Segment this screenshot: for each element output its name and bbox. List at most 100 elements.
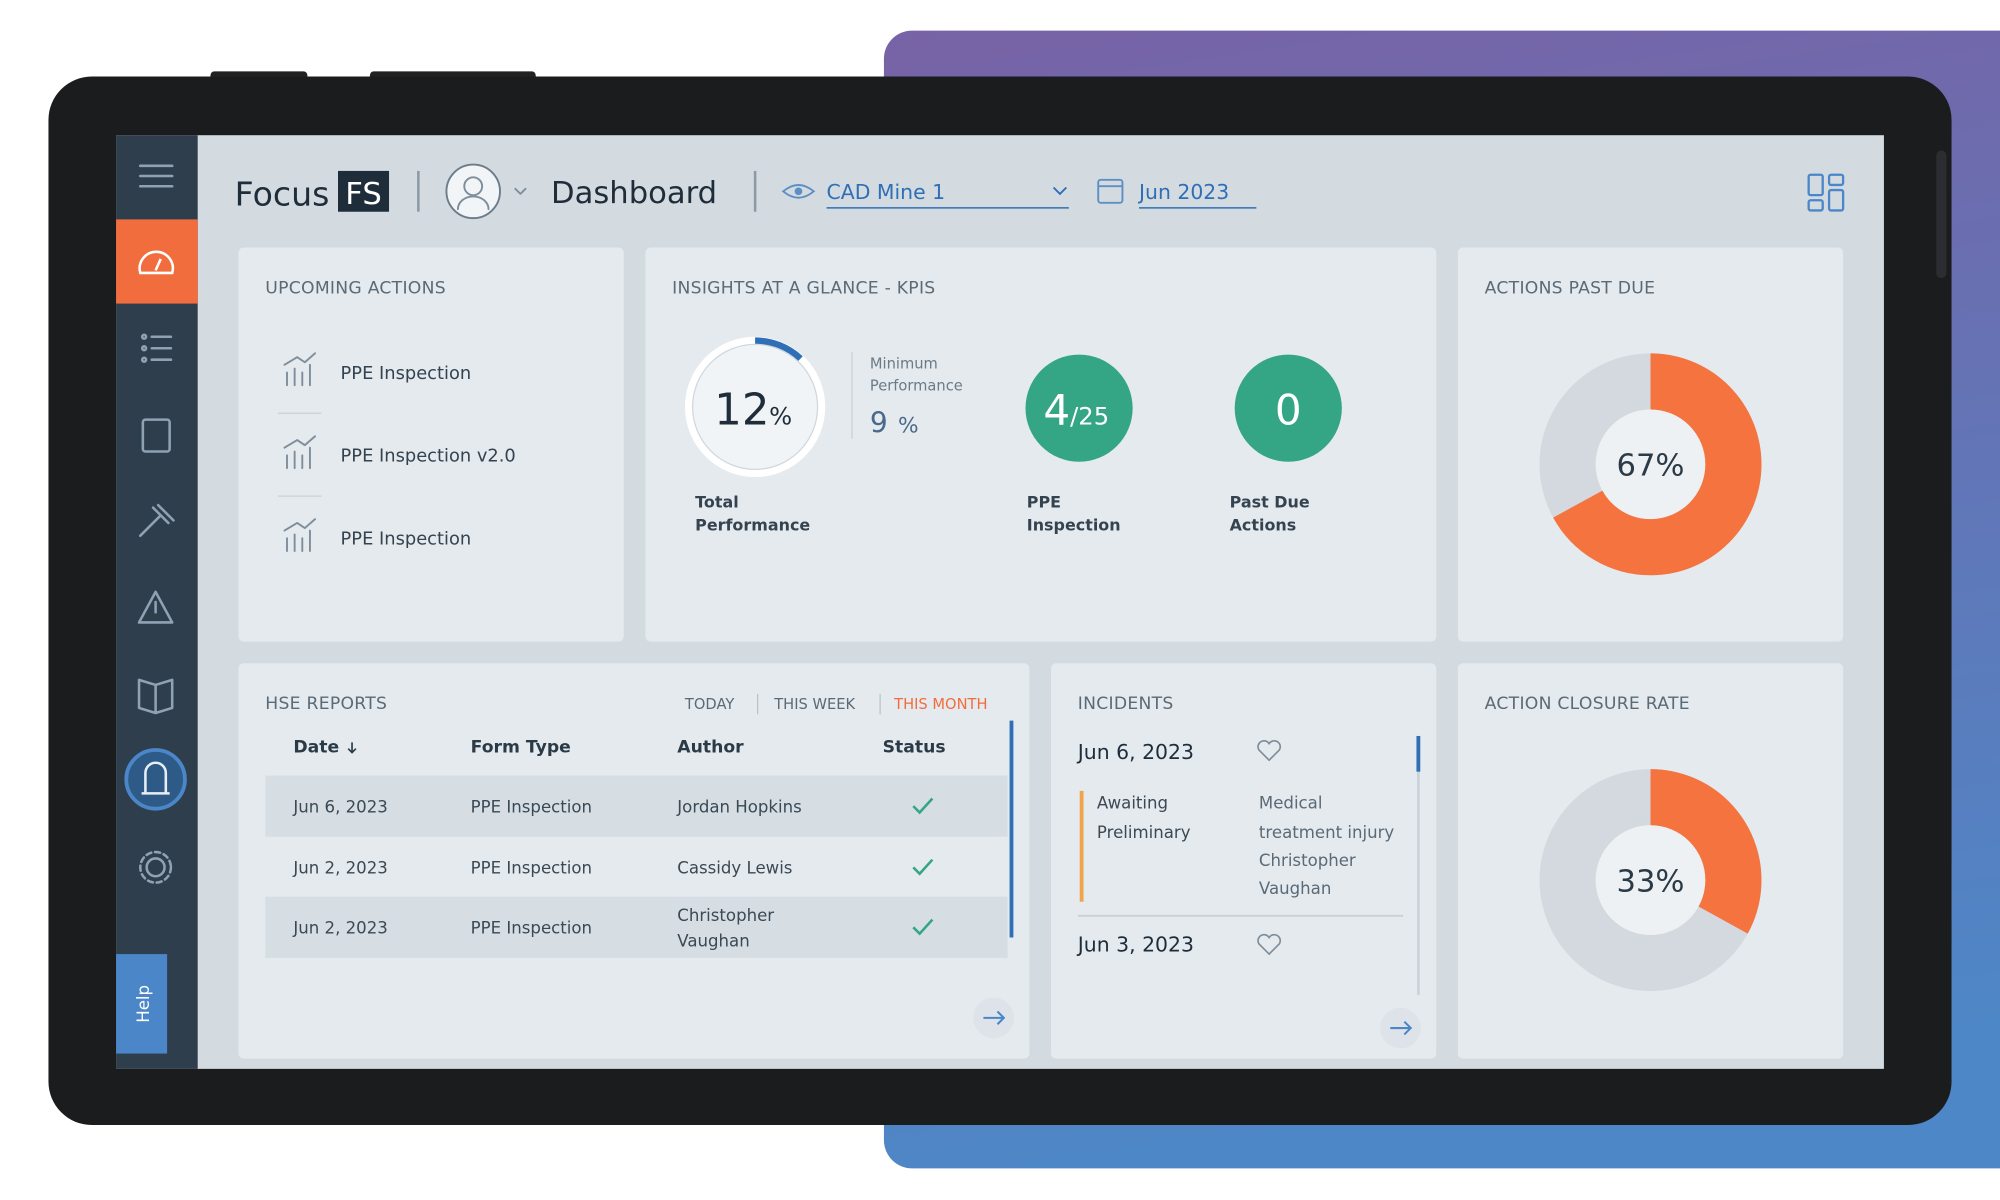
filter-tab[interactable]: TODAY	[684, 696, 734, 713]
cell-author: Jordan Hopkins	[676, 798, 801, 817]
period-selector[interactable]: Jun 2023	[1137, 180, 1229, 204]
next-arrow	[1390, 1020, 1413, 1036]
card-title: UPCOMING ACTIONS	[265, 278, 446, 298]
kpi-label: Past Due	[1230, 493, 1310, 512]
menu-button[interactable]	[139, 164, 174, 188]
layout-icon-cell	[1827, 188, 1845, 212]
eye-icon-pupil	[794, 187, 803, 196]
settings-icon-teeth	[139, 850, 173, 884]
action-icon	[283, 435, 317, 470]
nav-hammer[interactable]	[139, 503, 175, 537]
layout-icon-cell	[1827, 173, 1845, 187]
kpi-label: PPE	[1027, 493, 1061, 512]
kpi-sublabel: Minimum	[870, 356, 938, 373]
cell-date: Jun 6, 2023	[292, 798, 387, 817]
cell-form-type: PPE Inspection	[471, 919, 592, 938]
layout-icon-cell	[1807, 173, 1824, 197]
kpi-sublabel: Performance	[870, 377, 963, 394]
status-check	[912, 918, 934, 936]
incident-status: Awaiting	[1097, 794, 1168, 813]
donut-label: 67%	[1616, 449, 1684, 484]
action-icon	[283, 518, 317, 552]
alerts-icon	[141, 761, 170, 795]
list-icon-dot	[140, 333, 148, 340]
donut-segment	[1539, 769, 1762, 992]
logo-badge-text: FS	[345, 177, 382, 212]
card	[1051, 663, 1437, 1059]
card-title: ACTIONS PAST DUE	[1485, 278, 1656, 298]
kpi-value: 12	[714, 386, 769, 436]
table-row-bg	[265, 896, 1008, 958]
column-header[interactable]: Date	[293, 738, 339, 758]
filter-tab[interactable]: THIS WEEK	[773, 696, 855, 713]
logo-text: Focus	[235, 174, 330, 213]
dashboard-icon	[138, 250, 175, 275]
help-button[interactable]	[116, 954, 168, 1054]
card-title: HSE REPORTS	[265, 694, 387, 714]
nav-book[interactable]	[137, 678, 174, 715]
kpi-label: Total	[695, 493, 739, 512]
incident-date[interactable]: Jun 6, 2023	[1076, 740, 1194, 764]
kpi-label: Performance	[695, 516, 810, 535]
cell-date: Jun 2, 2023	[292, 859, 387, 878]
cell-form-type: PPE Inspection	[471, 798, 592, 817]
incident-icon	[1257, 739, 1282, 762]
kpi-badge	[1234, 354, 1342, 462]
action-item[interactable]: PPE Inspection	[341, 363, 472, 384]
nav-clipboard[interactable]	[141, 418, 171, 453]
incident-detail: Medical	[1259, 794, 1323, 813]
next-arrow	[983, 1010, 1006, 1025]
kpi-value: 0	[1275, 386, 1302, 435]
tablet-side-button	[1936, 150, 1947, 279]
kpi-total: /25	[1070, 403, 1109, 431]
nav-list[interactable]	[140, 333, 173, 363]
user-avatar[interactable]	[445, 163, 501, 220]
incident-status: Preliminary	[1097, 823, 1191, 842]
help-label: Help	[134, 985, 153, 1023]
incident-detail: Vaughan	[1259, 879, 1331, 898]
cell-author: Christopher	[677, 906, 774, 925]
layout-icon-cell	[1807, 199, 1824, 212]
incident-detail: Christopher	[1259, 851, 1356, 870]
action-item[interactable]: PPE Inspection	[341, 529, 472, 550]
incident-detail: treatment injury	[1259, 823, 1394, 842]
list-icon-dot	[140, 345, 148, 352]
cell-date: Jun 2, 2023	[292, 919, 387, 938]
kpi-unit: %	[769, 403, 792, 431]
page-title: Dashboard	[551, 176, 717, 211]
action-item[interactable]: PPE Inspection v2.0	[341, 446, 516, 467]
kpi-value: 4	[1043, 386, 1070, 435]
filter-tab-active[interactable]: THIS MONTH	[893, 696, 987, 713]
kpi-min-unit: %	[898, 413, 919, 438]
column-header: Author	[677, 738, 744, 758]
calendar-icon	[1097, 178, 1124, 204]
site-selector[interactable]: CAD Mine 1	[827, 180, 946, 204]
column-header: Form Type	[471, 738, 571, 758]
sort-arrow	[347, 742, 357, 754]
logo-badge	[338, 170, 390, 212]
user-avatar-icon	[456, 176, 490, 211]
nav-warning[interactable]	[137, 590, 174, 624]
donut-hole	[1595, 409, 1706, 520]
nav-settings[interactable]	[145, 857, 166, 878]
layout-button[interactable]	[1807, 173, 1845, 212]
donut-layer	[1539, 353, 1762, 576]
sidebar-active-item[interactable]	[116, 219, 198, 304]
kpi-label: Actions	[1230, 516, 1297, 535]
nav-alerts[interactable]	[124, 748, 187, 811]
kpi-min-value: 9	[870, 406, 888, 439]
site-chevron[interactable]	[1052, 186, 1068, 196]
donut-layer	[1539, 769, 1762, 992]
donut-hole	[1595, 825, 1706, 935]
donut-segment	[1539, 353, 1762, 576]
incident-date[interactable]: Jun 3, 2023	[1076, 933, 1194, 957]
dashboard-icon-needle	[154, 258, 162, 271]
user-menu-chevron[interactable]	[514, 187, 527, 195]
action-icon	[283, 352, 317, 387]
donut-label: 33%	[1616, 865, 1684, 900]
gauge-layer	[685, 337, 825, 477]
card-title: ACTION CLOSURE RATE	[1485, 694, 1690, 714]
